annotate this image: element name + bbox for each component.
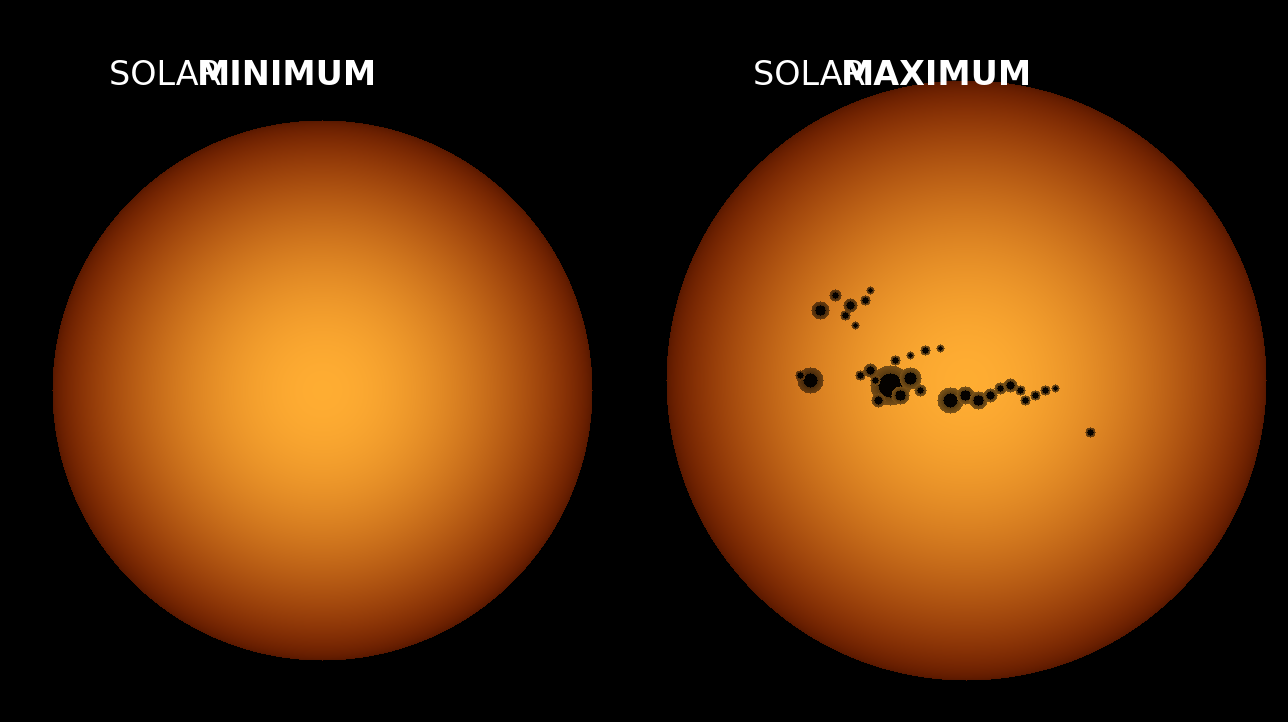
Text: MINIMUM: MINIMUM [197,59,377,92]
Text: MAXIMUM: MAXIMUM [841,59,1032,92]
Text: SOLAR: SOLAR [753,59,877,92]
Text: SOLAR: SOLAR [109,59,233,92]
